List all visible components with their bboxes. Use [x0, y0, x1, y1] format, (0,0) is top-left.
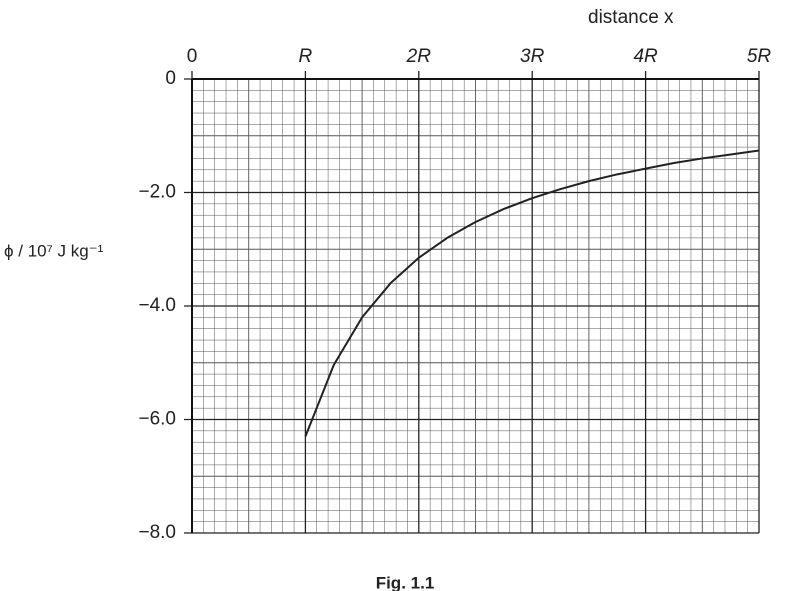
x-axis-label: distance x [588, 7, 674, 28]
x-tick-label: 0 [187, 46, 198, 67]
x-tick-label: 5R [747, 46, 772, 67]
x-tick-label: 2R [406, 46, 432, 67]
y-tick-label: −2.0 [138, 182, 176, 203]
x-tick-label: R [299, 46, 313, 67]
caption: Fig. 1.1 [376, 573, 435, 591]
x-tick-label: 3R [520, 46, 545, 67]
y-tick-label: 0 [165, 68, 176, 89]
y-axis-label: ϕ / 10⁷ J kg⁻¹ [4, 241, 104, 260]
y-tick-label: −6.0 [138, 409, 176, 430]
y-tick-label: −8.0 [138, 522, 176, 543]
y-tick-label: −4.0 [138, 295, 176, 316]
curve [304, 149, 760, 437]
x-tick-label: 4R [633, 46, 658, 67]
